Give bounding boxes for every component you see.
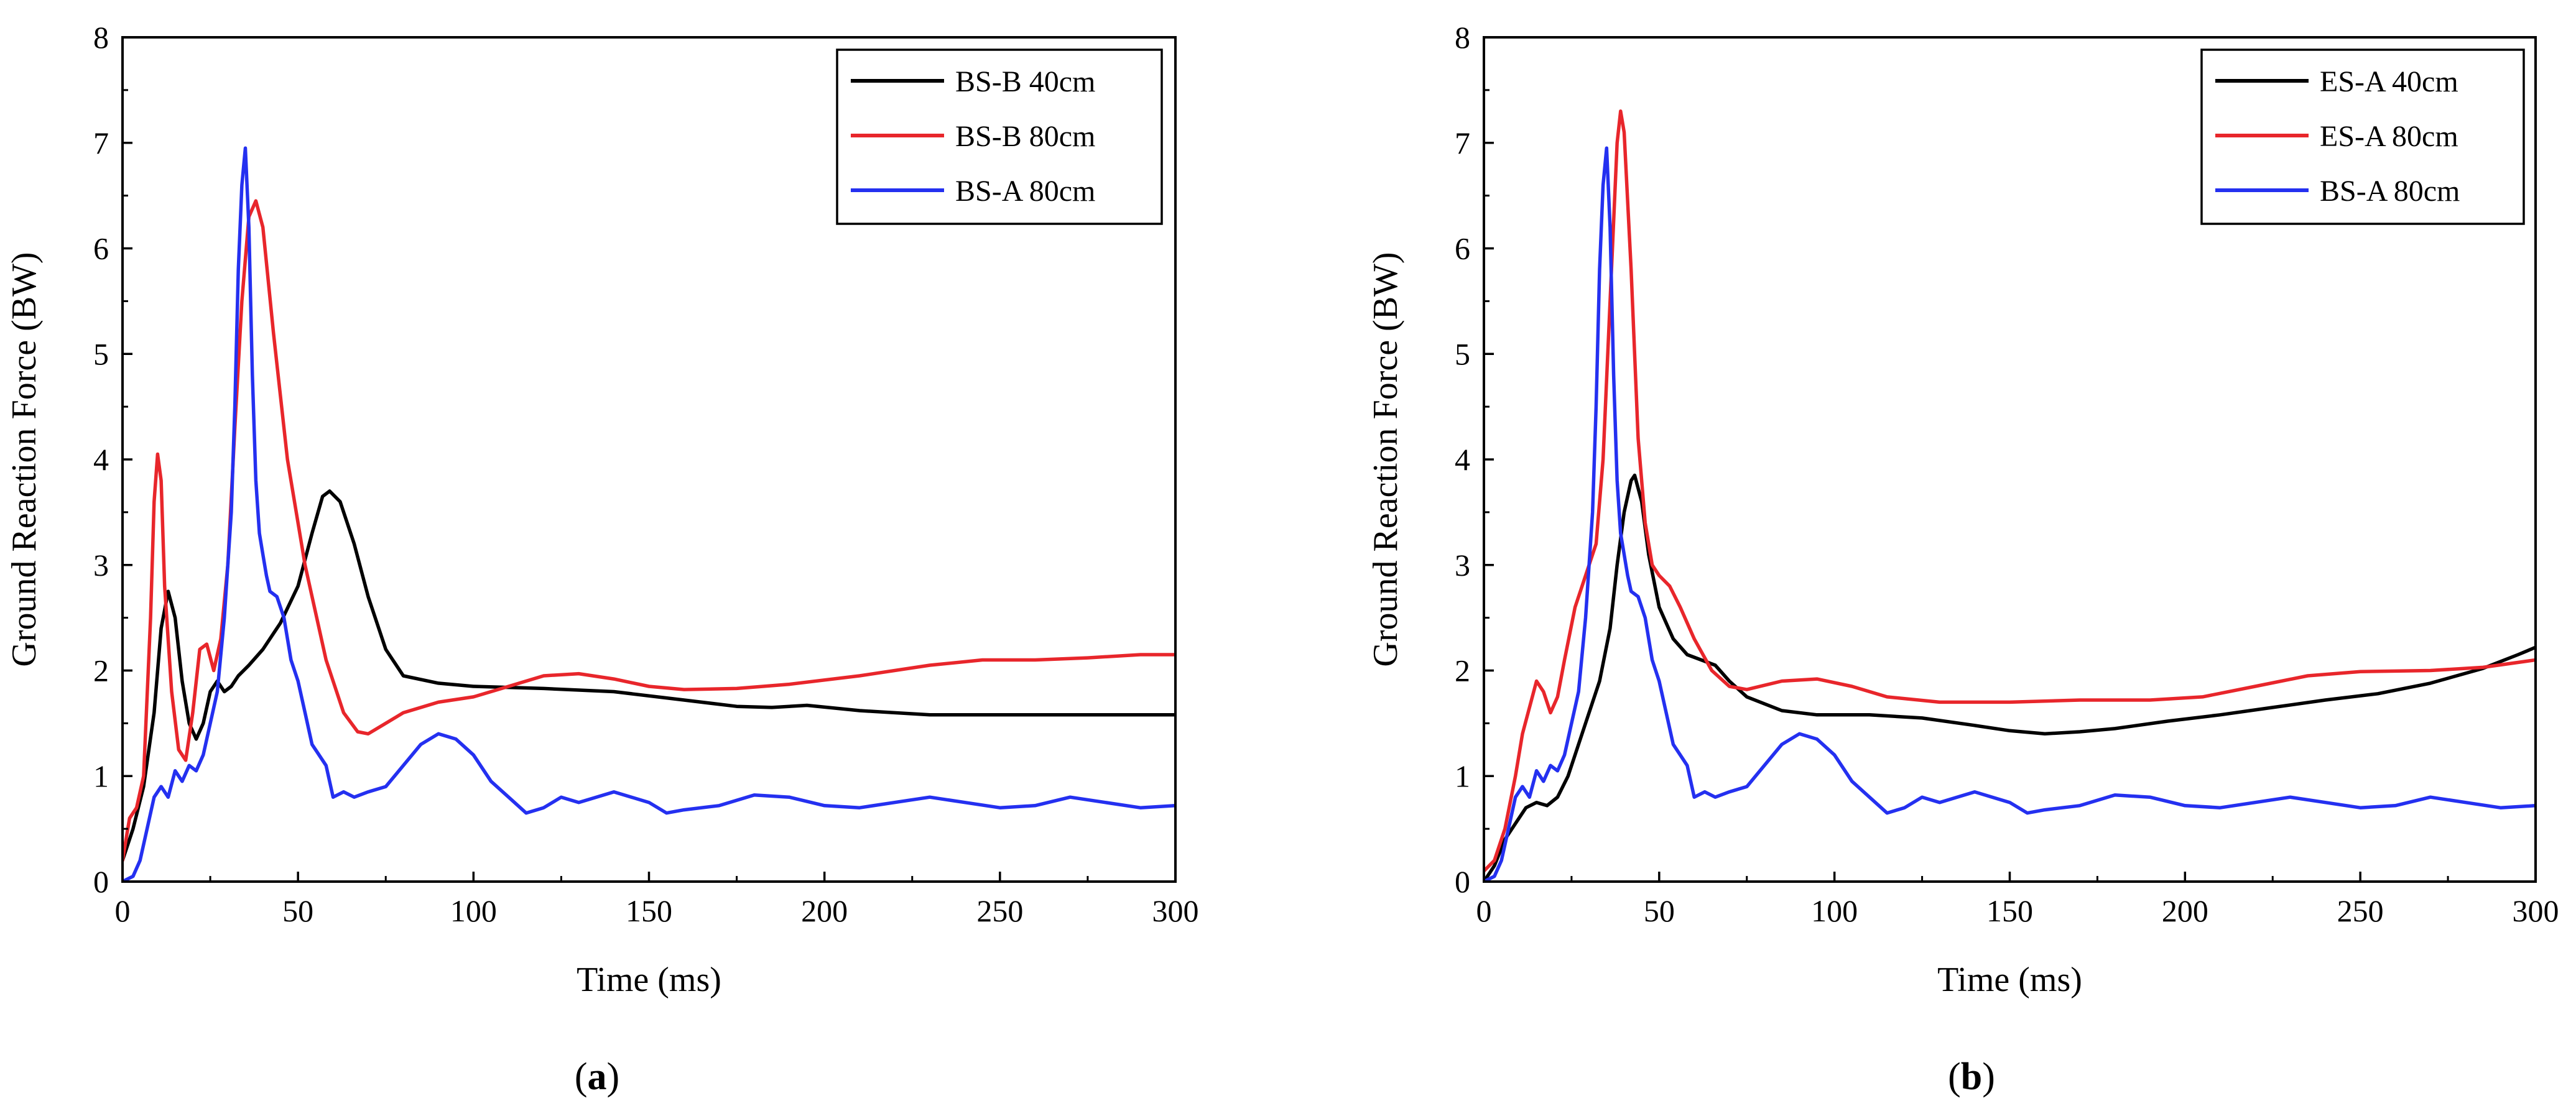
panel-label: (a) — [575, 1056, 619, 1098]
y-tick-label: 7 — [1455, 126, 1470, 160]
y-tick-label: 5 — [1455, 336, 1470, 371]
x-axis-title: Time (ms) — [1937, 961, 2082, 999]
y-tick-label: 0 — [93, 864, 109, 899]
chart-panel-b: 0 50 100 150 200 250 300 0 1 2 3 4 5 6 7 8 Time (ms) Grou… — [1366, 20, 2559, 1098]
series-line-bs-b-80cm — [123, 199, 1175, 862]
legend: ES-A 40cm ES-A 80cm BS-A 80cm — [2200, 48, 2525, 225]
y-tick-label: 1 — [1455, 758, 1470, 793]
series-line-es-a-80cm — [1484, 109, 2536, 873]
y-tick-label: 1 — [93, 758, 109, 793]
series-line-bs-a-80cm — [1484, 146, 2536, 882]
y-tick-label: 4 — [93, 442, 109, 477]
x-tick-label: 200 — [2162, 893, 2208, 928]
x-tick-label: 150 — [626, 893, 672, 928]
x-axis-title: Time (ms) — [577, 961, 721, 999]
y-tick-label: 5 — [93, 336, 109, 371]
x-tick-label: 0 — [115, 893, 131, 928]
legend-label: BS-A 80cm — [2320, 175, 2460, 208]
legend-label: ES-A 80cm — [2320, 120, 2458, 153]
legend-label: ES-A 40cm — [2320, 65, 2458, 98]
panel-label: (b) — [1948, 1056, 1995, 1098]
legend-label: BS-B 80cm — [955, 120, 1095, 153]
y-tick-label: 0 — [1455, 864, 1470, 899]
series-line-es-a-40cm — [1484, 473, 2536, 882]
y-tick-label: 6 — [93, 231, 109, 266]
y-tick-label: 2 — [93, 653, 109, 688]
y-tick-label: 7 — [93, 126, 109, 160]
x-tick-label: 50 — [282, 893, 313, 928]
y-tick-label: 3 — [93, 548, 109, 583]
x-tick-label: 100 — [450, 893, 497, 928]
y-tick-label: 4 — [1455, 442, 1470, 477]
y-tick-label: 3 — [1455, 548, 1470, 583]
y-tick-label: 8 — [1455, 20, 1470, 55]
legend-label: BS-B 40cm — [955, 65, 1095, 98]
y-axis-title: Ground Reaction Force (BW) — [1366, 252, 1405, 666]
x-tick-label: 300 — [2513, 893, 2559, 928]
x-tick-label: 250 — [2337, 893, 2384, 928]
y-tick-label: 6 — [1455, 231, 1470, 266]
x-tick-label: 0 — [1476, 893, 1492, 928]
x-tick-label: 250 — [976, 893, 1023, 928]
x-tick-label: 150 — [1986, 893, 2033, 928]
series-line-bs-a-80cm — [123, 146, 1175, 882]
legend-label: BS-A 80cm — [955, 175, 1095, 208]
chart-panel-a: 0 50 100 150 200 250 300 0 1 2 3 4 5 6 7 8 Time (ms) Grou… — [5, 20, 1199, 1098]
x-tick-label: 100 — [1811, 893, 1858, 928]
y-tick-label: 2 — [1455, 653, 1470, 688]
x-tick-label: 200 — [801, 893, 848, 928]
y-axis-title: Ground Reaction Force (BW) — [5, 252, 44, 666]
y-tick-label: 8 — [93, 20, 109, 55]
x-tick-label: 300 — [1152, 893, 1199, 928]
x-tick-label: 50 — [1644, 893, 1675, 928]
legend: BS-B 40cm BS-B 80cm BS-A 80cm — [836, 48, 1163, 225]
